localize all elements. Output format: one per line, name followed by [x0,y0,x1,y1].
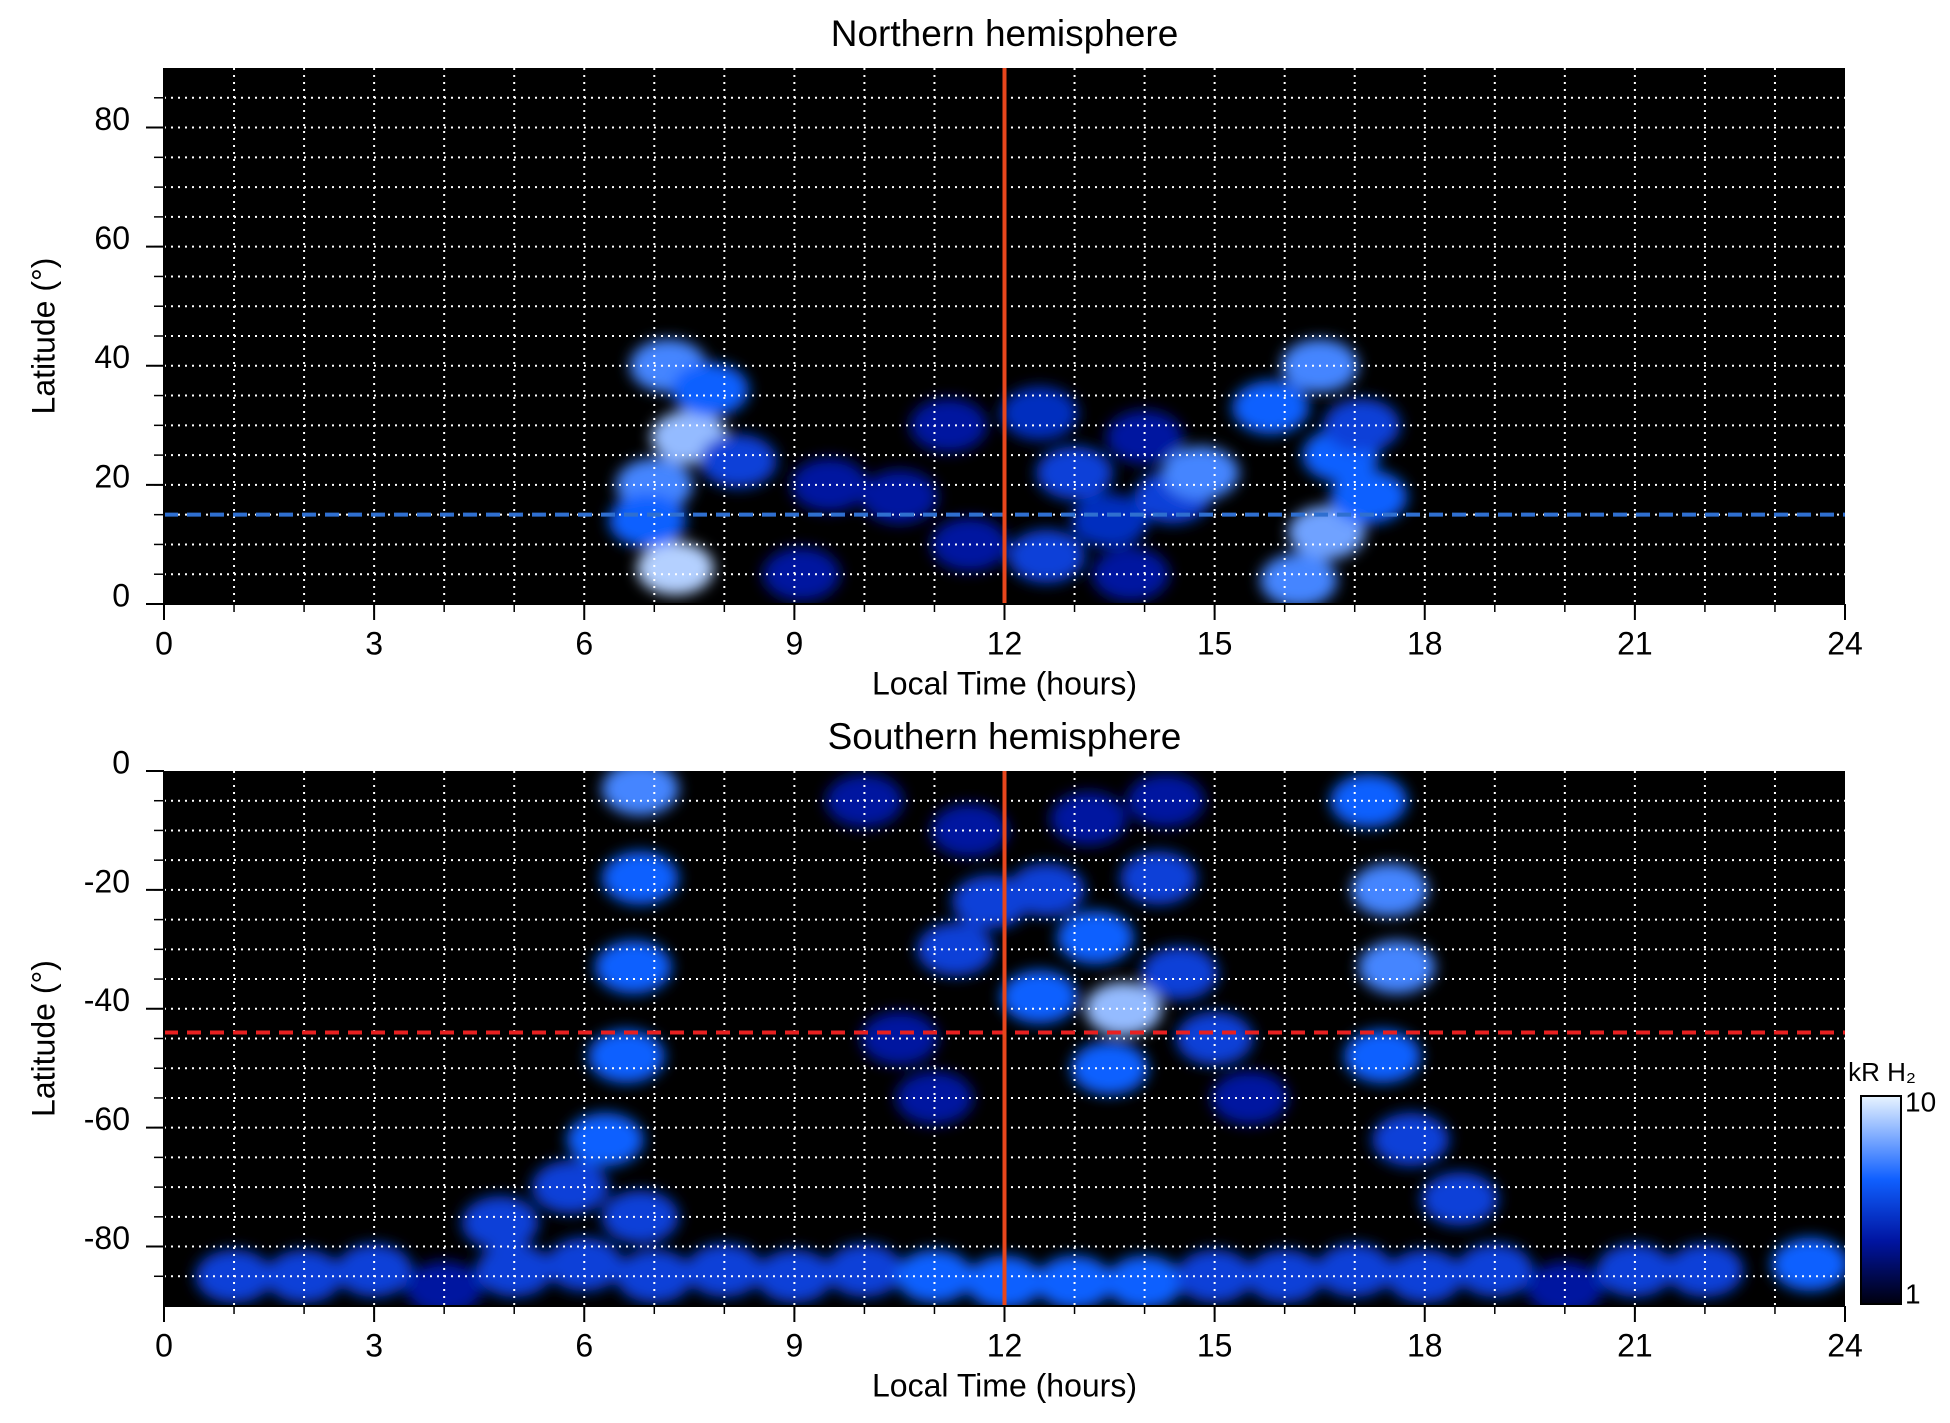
y-axis-label: Latitude (°) [25,258,61,415]
x-tick-label: 0 [155,625,173,661]
colorbar-tick-label: 10 [1905,1086,1936,1117]
heatmap-cell [1358,940,1436,994]
y-axis-label: Latitude (°) [25,960,61,1117]
heatmap-cell [636,541,714,596]
colorbar-label: kR H₂ [1848,1057,1916,1087]
x-tick-label: 15 [1197,625,1233,661]
heatmap [608,338,1408,604]
heatmap-cell [1288,505,1366,560]
x-tick-label: 24 [1827,1327,1863,1363]
heatmap-cell [1036,446,1114,500]
x-tick-label: 6 [575,625,593,661]
heatmap-cell [1057,910,1135,965]
x-tick-label: 12 [987,625,1023,661]
y-tick-label: -40 [84,982,130,1018]
heatmap-cell [1666,1243,1744,1298]
x-tick-label: 12 [987,1327,1023,1363]
y-tick-label: -20 [84,863,130,899]
y-tick-label: 20 [94,458,130,494]
heatmap-cell [671,362,749,417]
colorbar [1860,1095,1902,1305]
colorbar-tick-label: 1 [1905,1278,1921,1309]
x-axis-label: Local Time (hours) [872,665,1137,701]
heatmap-cell [1120,851,1198,905]
heatmap-cell [545,1237,623,1292]
heatmap-cell [1008,529,1086,584]
y-tick-label: 60 [94,220,130,256]
heatmap-cell [1036,1255,1114,1306]
x-tick-label: 3 [365,625,383,661]
heatmap-cell [685,1243,763,1298]
heatmap-cell [601,851,679,905]
chart-title: Southern hemisphere [828,716,1182,757]
heatmap-cell [1330,470,1408,524]
heatmap-cell [475,1243,553,1298]
y-tick-label: -60 [84,1101,130,1137]
heatmap-cell [1000,386,1079,441]
heatmap-cell [1162,446,1240,500]
heatmap-cell [1456,1243,1534,1298]
y-tick-label: 40 [94,339,130,375]
heatmap-cell [1000,970,1079,1024]
heatmap-cell [461,1196,539,1250]
x-tick-label: 18 [1407,625,1443,661]
heatmap-cell [566,1112,644,1167]
heatmap-cell [1344,1029,1422,1084]
heatmap-cell [335,1243,413,1298]
x-axis-label: Local Time (hours) [872,1367,1137,1403]
heatmap-cell [825,1243,903,1298]
heatmap-cell [1316,1243,1394,1298]
x-tick-label: 24 [1827,625,1863,661]
x-tick-label: 0 [155,1327,173,1363]
heatmap-cell [587,1029,665,1084]
x-tick-label: 21 [1617,625,1653,661]
x-tick-label: 18 [1407,1327,1443,1363]
heatmap-cell [699,434,777,488]
heatmap-cell [594,940,672,994]
heatmap-cell [1141,946,1219,1000]
chart-title: Northern hemisphere [831,13,1179,54]
x-tick-label: 21 [1617,1327,1653,1363]
heatmap-cell [860,470,938,524]
heatmap-cell [1372,1112,1450,1167]
heatmap-cell [1071,493,1149,548]
heatmap-cell [601,771,679,816]
x-tick-label: 9 [785,1327,803,1363]
x-tick-label: 3 [365,1327,383,1363]
heatmap-cell [1421,1172,1499,1226]
heatmap-cell [1232,380,1310,435]
x-tick-label: 6 [575,1327,593,1363]
heatmap-cell [608,493,686,548]
heatmap-cells [608,338,1408,604]
heatmap-cell [1771,1237,1845,1292]
heatmap-cell [1106,410,1184,465]
heatmap-cell [1260,553,1338,604]
heatmap-cell [1106,1255,1184,1306]
y-tick-label: 0 [112,744,130,780]
heatmap-cell [1050,791,1128,846]
x-tick-label: 15 [1197,1327,1233,1363]
y-tick-label: 0 [112,577,130,613]
heatmap-cell [1596,1243,1674,1298]
y-tick-label: -80 [84,1220,130,1256]
y-tick-label: 80 [94,101,130,137]
x-tick-label: 9 [785,625,803,661]
